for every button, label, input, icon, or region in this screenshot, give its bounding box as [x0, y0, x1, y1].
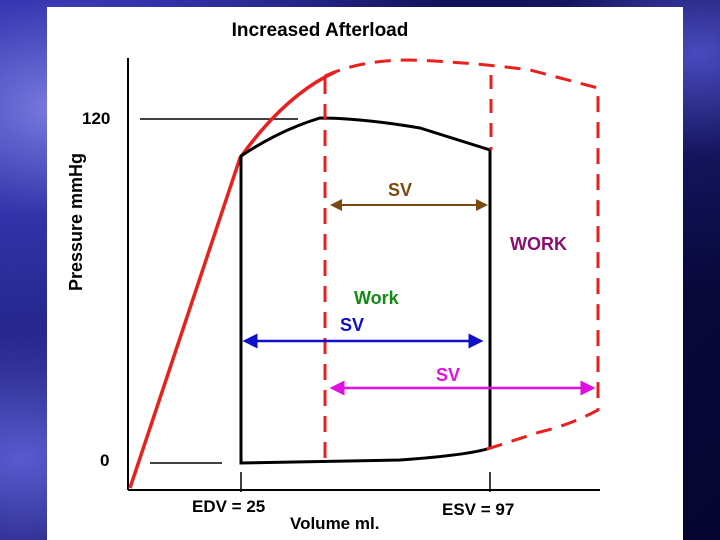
- afterload-loop-outline: [324, 58, 600, 454]
- work-label-purple: WORK: [510, 234, 567, 254]
- work-label-green: Work: [354, 288, 400, 308]
- sv-label-blue: SV: [340, 315, 364, 335]
- esv-label: ESV = 97: [442, 500, 514, 519]
- edv-label: EDV = 25: [192, 497, 265, 516]
- end-systolic-pressure-line: [128, 70, 336, 489]
- diagram-panel: [47, 7, 683, 540]
- sv-label-brown: SV: [388, 180, 412, 200]
- x-axis-label: Volume ml.: [290, 514, 379, 533]
- diagram-title: Increased Afterload: [232, 20, 409, 41]
- y-axis-label: Pressure mmHg: [66, 153, 86, 291]
- sv-label-magenta: SV: [436, 365, 460, 385]
- y-tick-0: 0: [100, 451, 109, 470]
- normal-pv-loop: [239, 116, 492, 465]
- y-tick-120: 120: [82, 109, 110, 128]
